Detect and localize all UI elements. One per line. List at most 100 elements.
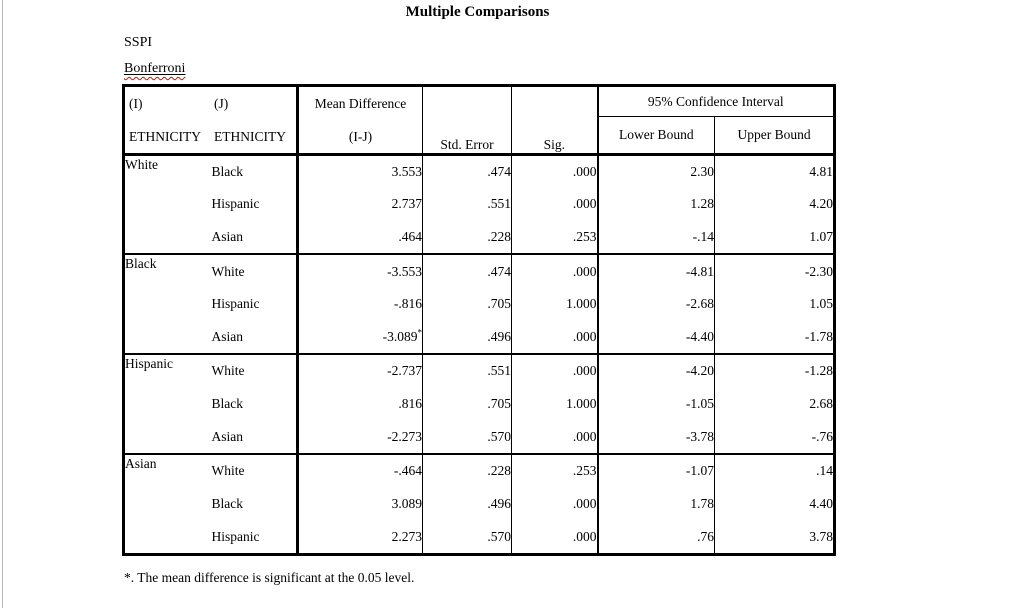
j-ethnicity-cell: Hispanic [211, 287, 300, 321]
lower-bound-cell: -.14 [597, 221, 716, 255]
upper-bound-cell: -1.78 [804, 329, 834, 345]
lower-bound-cell: -4.40 [597, 320, 716, 355]
std-error-cell: .496 [422, 487, 513, 521]
table-header: (I) ETHNICITY (J) ETHNICITY Mean Differe… [123, 85, 835, 155]
page-edge-line [2, 0, 3, 608]
mean-difference-cell: 3.089 [297, 487, 424, 521]
std-error-header: Std. Error [422, 85, 513, 155]
mean-difference-cell: .464 [297, 221, 424, 255]
lower-bound-cell: 1.28 [597, 187, 716, 222]
sig-cell: .000 [511, 354, 599, 388]
mean-difference-cell: -2.273 [297, 420, 424, 455]
method-label-text: Bonferroni [124, 61, 186, 76]
mean-difference-cell: -.464 [297, 454, 424, 488]
lower-bound-cell: .76 [597, 520, 716, 555]
table-row: Black White -3.553 .474 .000 -4.81 -2.30 [124, 254, 835, 288]
i-ethnicity-cell: Hispanic [125, 356, 173, 372]
upper-bound-cell: 4.20 [809, 196, 834, 212]
lower-bound-cell: -3.78 [597, 420, 716, 455]
upper-bound-cell: -.76 [811, 429, 834, 445]
ethnicity-header-cell: (I) ETHNICITY (J) ETHNICITY [123, 85, 300, 155]
j-ethnicity-cell: White [211, 454, 300, 488]
table-row: Hispanic 2.273 .570 .000 .76 3.78 [124, 520, 835, 555]
upper-bound-header: Upper Bound [737, 127, 811, 142]
sig-cell: .000 [511, 187, 599, 222]
group-asian: Asian White -.464 .228 .253 -1.07 .14 Bl… [123, 454, 835, 555]
lower-bound-cell: -4.81 [597, 254, 716, 288]
table-row: Hispanic White -2.737 .551 .000 -4.20 -1… [124, 354, 835, 388]
std-error-cell: .551 [422, 187, 513, 222]
mean-difference-cell: 2.737 [297, 187, 424, 222]
table-row: Asian -2.273 .570 .000 -3.78 -.76 [124, 420, 835, 455]
upper-bound-cell: .14 [816, 463, 834, 479]
sig-cell: .000 [511, 520, 599, 555]
j-ethnicity-cell: White [211, 354, 300, 388]
j-ethnicity-cell: Asian [211, 320, 300, 355]
page-title: Multiple Comparisons [405, 4, 550, 20]
sig-cell: .253 [511, 221, 599, 255]
sig-cell: .253 [511, 454, 599, 488]
sig-cell: .000 [511, 487, 599, 521]
std-error-cell: .551 [422, 354, 513, 388]
j-ethnicity-cell: Asian [211, 420, 300, 455]
j-ethnicity-cell: Asian [211, 221, 300, 255]
lower-bound-cell: 1.78 [597, 487, 716, 521]
mean-difference-cell: -.816 [297, 287, 424, 321]
table-row: Hispanic 2.737 .551 .000 1.28 4.20 [124, 187, 835, 222]
mean-difference-cell: 3.553 [297, 154, 424, 188]
mean-difference-cell: -3.089* [297, 320, 424, 355]
comparisons-table: (I) ETHNICITY (J) ETHNICITY Mean Differe… [122, 84, 837, 556]
std-error-cell: .705 [422, 287, 513, 321]
dependent-variable-label: SSPI [124, 35, 153, 50]
table-row: Asian .464 .228 .253 -.14 1.07 [124, 221, 835, 255]
sig-cell: 1.000 [511, 287, 599, 321]
significance-mark: * [417, 327, 423, 338]
std-error-cell: .474 [422, 254, 513, 288]
upper-bound-cell: 3.78 [809, 528, 834, 544]
table-row: Asian -3.089* .496 .000 -4.40 -1.78 [124, 320, 835, 355]
lower-bound-cell: -4.20 [597, 354, 716, 388]
i-ethnicity-cell: Black [125, 256, 157, 272]
j-ethnicity-cell: Black [211, 487, 300, 521]
lower-bound-cell: 2.30 [597, 154, 716, 188]
method-label: Bonferroni [124, 61, 185, 77]
table-row: Black .816 .705 1.000 -1.05 2.68 [124, 387, 835, 421]
j-ethnicity-header: (J) ETHNICITY [214, 96, 286, 144]
std-error-cell: .705 [422, 387, 513, 421]
table-row: White Black 3.553 .474 .000 2.30 4.81 [124, 154, 835, 188]
table-row: Black 3.089 .496 .000 1.78 4.40 [124, 487, 835, 521]
upper-bound-cell: 4.40 [809, 496, 834, 512]
multiple-comparisons-table: (I) ETHNICITY (J) ETHNICITY Mean Differe… [122, 84, 837, 556]
upper-bound-cell: -2.30 [804, 263, 834, 279]
lower-bound-cell: -1.07 [597, 454, 716, 488]
std-error-cell: .570 [422, 520, 513, 555]
j-ethnicity-cell: White [211, 254, 300, 288]
std-error-cell: .228 [422, 454, 513, 488]
confidence-interval-header: 95% Confidence Interval [597, 85, 835, 117]
mean-difference-cell: -2.737 [297, 354, 424, 388]
table-row: Asian White -.464 .228 .253 -1.07 .14 [124, 454, 835, 488]
j-ethnicity-cell: Hispanic [211, 187, 300, 222]
upper-bound-cell: 1.05 [809, 296, 834, 312]
table-row: Hispanic -.816 .705 1.000 -2.68 1.05 [124, 287, 835, 321]
sig-cell: .000 [511, 154, 599, 188]
j-ethnicity-cell: Black [211, 387, 300, 421]
mean-difference-cell: 2.273 [297, 520, 424, 555]
lower-bound-header: Lower Bound [597, 116, 716, 155]
upper-bound-cell: 1.07 [809, 229, 834, 245]
lower-bound-cell: -1.05 [597, 387, 716, 421]
i-ethnicity-cell: White [125, 157, 158, 172]
sig-cell: .000 [511, 254, 599, 288]
group-black: Black White -3.553 .474 .000 -4.81 -2.30… [123, 254, 835, 355]
j-ethnicity-cell: Black [211, 154, 300, 188]
std-error-cell: .570 [422, 420, 513, 455]
sig-cell: .000 [511, 420, 599, 455]
i-ethnicity-cell: Asian [125, 456, 157, 472]
std-error-cell: .228 [422, 221, 513, 255]
sig-header: Sig. [511, 85, 599, 155]
mean-difference-header: Mean Difference (I-J) [297, 85, 424, 155]
significance-footnote: *. The mean difference is significant at… [124, 570, 415, 585]
i-ethnicity-header: (I) ETHNICITY [129, 96, 201, 144]
std-error-cell: .496 [422, 320, 513, 355]
group-hispanic: Hispanic White -2.737 .551 .000 -4.20 -1… [123, 354, 835, 455]
